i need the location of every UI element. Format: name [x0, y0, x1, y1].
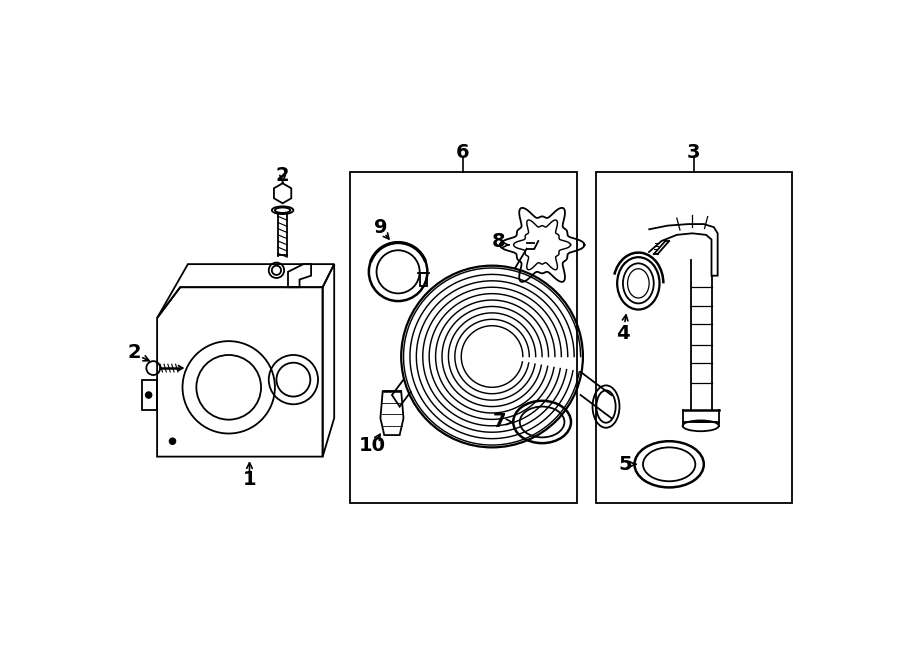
- Bar: [596, 172, 792, 503]
- Bar: [349, 172, 577, 503]
- Text: 4: 4: [616, 324, 630, 343]
- Text: 9: 9: [374, 217, 387, 237]
- Text: 1: 1: [243, 470, 256, 489]
- Circle shape: [146, 392, 152, 398]
- Text: 10: 10: [359, 436, 386, 455]
- Text: 7: 7: [492, 412, 506, 432]
- Text: 3: 3: [687, 143, 700, 162]
- Circle shape: [169, 438, 176, 444]
- Text: 8: 8: [491, 231, 505, 251]
- Text: 2: 2: [127, 343, 140, 362]
- Text: 6: 6: [456, 143, 470, 162]
- Text: 5: 5: [618, 455, 632, 474]
- Text: 2: 2: [275, 166, 290, 185]
